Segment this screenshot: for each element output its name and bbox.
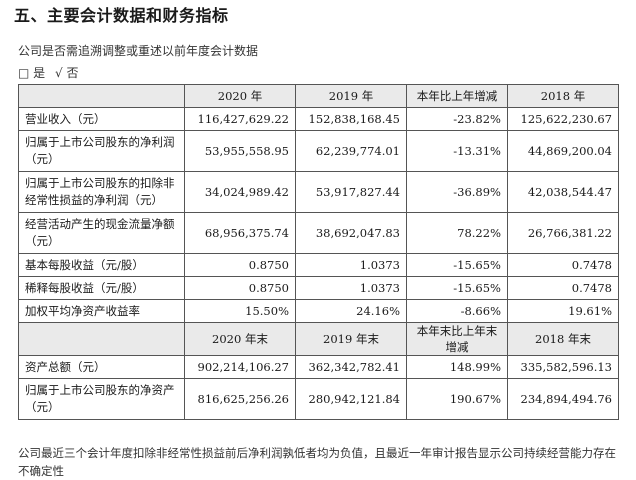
value-change: 78.22% [406, 212, 508, 254]
table-row: 归属于上市公司股东的净利润（元） 53,955,558.95 62,239,77… [18, 130, 619, 172]
header-cell [18, 84, 185, 108]
value-2020: 0.8750 [184, 276, 296, 300]
value-2019: 38,692,047.83 [295, 212, 407, 254]
header-cell: 2019 年末 [295, 322, 407, 356]
value-2018: 44,869,200.04 [507, 130, 619, 172]
value-2020: 15.50% [184, 299, 296, 323]
table-header-row: 2020 年 2019 年 本年比上年增减 2018 年 [18, 84, 619, 108]
table-row: 基本每股收益（元/股） 0.8750 1.0373 -15.65% 0.7478 [18, 253, 619, 277]
value-2018: 26,766,381.22 [507, 212, 619, 254]
value-change: -13.31% [406, 130, 508, 172]
header-cell: 2020 年 [184, 84, 296, 108]
section-title: 五、主要会计数据和财务指标 [14, 6, 229, 25]
value-2018: 19.61% [507, 299, 619, 323]
row-label: 资产总额（元） [18, 355, 185, 379]
value-2019-end: 280,942,121.84 [295, 378, 407, 420]
row-label: 基本每股收益（元/股） [18, 253, 185, 277]
value-2019: 62,239,774.01 [295, 130, 407, 172]
value-2018: 0.7478 [507, 253, 619, 277]
header-cell [18, 322, 185, 356]
value-change: 148.99% [406, 355, 508, 379]
header-cell: 2020 年末 [184, 322, 296, 356]
restatement-question: 公司是否需追溯调整或重述以前年度会计数据 [18, 44, 259, 58]
value-2020: 0.8750 [184, 253, 296, 277]
row-label: 归属于上市公司股东的净资产（元） [18, 378, 185, 420]
table-row: 归属于上市公司股东的净资产（元） 816,625,256.26 280,942,… [18, 378, 619, 420]
value-2020: 34,024,989.42 [184, 171, 296, 213]
value-2019: 152,838,168.45 [295, 107, 407, 131]
restatement-answer: □ 是 √ 否 [18, 64, 84, 81]
value-2018: 0.7478 [507, 276, 619, 300]
value-2020: 116,427,629.22 [184, 107, 296, 131]
value-change: -15.65% [406, 253, 508, 277]
table-row: 营业收入（元） 116,427,629.22 152,838,168.45 -2… [18, 107, 619, 131]
header-cell: 2018 年 [507, 84, 619, 108]
financial-indicators-table: 2020 年 2019 年 本年比上年增减 2018 年 营业收入（元） 116… [18, 84, 619, 420]
value-2018: 125,622,230.67 [507, 107, 619, 131]
table-row: 归属于上市公司股东的扣除非经常性损益的净利润（元） 34,024,989.42 … [18, 171, 619, 213]
value-2019: 53,917,827.44 [295, 171, 407, 213]
value-2020: 68,956,375.74 [184, 212, 296, 254]
table-row: 加权平均净资产收益率 15.50% 24.16% -8.66% 19.61% [18, 299, 619, 323]
header-cell: 本年比上年增减 [406, 84, 508, 108]
value-2018: 42,038,544.47 [507, 171, 619, 213]
value-2019-end: 362,342,782.41 [295, 355, 407, 379]
answer-yes-checkbox: □ 是 [18, 66, 46, 80]
value-2020: 53,955,558.95 [184, 130, 296, 172]
value-2019: 1.0373 [295, 276, 407, 300]
header-cell: 本年末比上年末增减 [406, 322, 508, 356]
value-change: -36.89% [406, 171, 508, 213]
going-concern-note: 公司最近三个会计年度扣除非经常性损益前后净利润孰低者均为负值，且最近一年审计报告… [18, 446, 616, 478]
value-2018-end: 335,582,596.13 [507, 355, 619, 379]
value-2019: 24.16% [295, 299, 407, 323]
row-label: 加权平均净资产收益率 [18, 299, 185, 323]
row-label: 稀释每股收益（元/股） [18, 276, 185, 300]
value-change: -23.82% [406, 107, 508, 131]
row-label: 经营活动产生的现金流量净额（元） [18, 212, 185, 254]
row-label: 营业收入（元） [18, 107, 185, 131]
value-2020-end: 902,214,106.27 [184, 355, 296, 379]
header-cell: 2018 年末 [507, 322, 619, 356]
row-label: 归属于上市公司股东的扣除非经常性损益的净利润（元） [18, 171, 185, 213]
value-change: 190.67% [406, 378, 508, 420]
table-header-row: 2020 年末 2019 年末 本年末比上年末增减 2018 年末 [18, 322, 619, 356]
value-2018-end: 234,894,494.76 [507, 378, 619, 420]
table-row: 经营活动产生的现金流量净额（元） 68,956,375.74 38,692,04… [18, 212, 619, 254]
value-change: -15.65% [406, 276, 508, 300]
table-row: 稀释每股收益（元/股） 0.8750 1.0373 -15.65% 0.7478 [18, 276, 619, 300]
value-2020-end: 816,625,256.26 [184, 378, 296, 420]
value-2019: 1.0373 [295, 253, 407, 277]
row-label: 归属于上市公司股东的净利润（元） [18, 130, 185, 172]
table-row: 资产总额（元） 902,214,106.27 362,342,782.41 14… [18, 355, 619, 379]
answer-no-checkmark: √ 否 [54, 66, 79, 80]
value-change: -8.66% [406, 299, 508, 323]
header-cell: 2019 年 [295, 84, 407, 108]
